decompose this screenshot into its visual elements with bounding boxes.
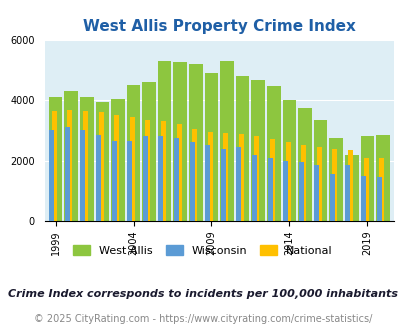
Bar bbox=[220, 148, 225, 221]
Bar bbox=[313, 165, 318, 221]
Bar bbox=[67, 110, 72, 221]
Bar bbox=[64, 91, 78, 221]
Bar bbox=[189, 143, 194, 221]
Bar bbox=[142, 82, 156, 221]
Bar bbox=[347, 150, 352, 221]
Bar bbox=[328, 138, 342, 221]
Bar bbox=[49, 130, 54, 221]
Bar bbox=[238, 134, 243, 221]
Bar bbox=[192, 129, 196, 221]
Bar bbox=[111, 141, 116, 221]
Bar bbox=[83, 111, 88, 221]
Bar bbox=[98, 112, 103, 221]
Bar bbox=[126, 85, 140, 221]
Bar bbox=[285, 143, 290, 221]
Legend: West Allis, Wisconsin, National: West Allis, Wisconsin, National bbox=[69, 241, 336, 260]
Bar bbox=[375, 135, 389, 221]
Bar bbox=[252, 154, 256, 221]
Bar bbox=[52, 111, 57, 221]
Text: © 2025 CityRating.com - https://www.cityrating.com/crime-statistics/: © 2025 CityRating.com - https://www.city… bbox=[34, 314, 371, 324]
Bar bbox=[176, 124, 181, 221]
Bar bbox=[378, 158, 383, 221]
Bar bbox=[189, 64, 202, 221]
Bar bbox=[80, 130, 85, 221]
Bar bbox=[360, 176, 365, 221]
Bar bbox=[145, 120, 150, 221]
Bar bbox=[207, 132, 212, 221]
Bar bbox=[345, 165, 350, 221]
Bar bbox=[235, 76, 249, 221]
Bar bbox=[298, 162, 303, 221]
Bar bbox=[205, 146, 210, 221]
Bar bbox=[173, 62, 187, 221]
Bar bbox=[204, 73, 218, 221]
Bar bbox=[329, 174, 334, 221]
Bar bbox=[158, 61, 171, 221]
Bar bbox=[316, 147, 321, 221]
Bar bbox=[251, 81, 264, 221]
Bar bbox=[95, 102, 109, 221]
Bar bbox=[96, 135, 101, 221]
Bar bbox=[65, 127, 70, 221]
Bar bbox=[362, 158, 368, 221]
Bar bbox=[236, 147, 241, 221]
Bar bbox=[266, 86, 280, 221]
Bar bbox=[143, 136, 147, 221]
Bar bbox=[49, 97, 62, 221]
Bar bbox=[160, 121, 166, 221]
Bar bbox=[220, 61, 233, 221]
Bar bbox=[376, 177, 381, 221]
Bar bbox=[282, 100, 295, 221]
Bar bbox=[127, 141, 132, 221]
Bar bbox=[297, 108, 311, 221]
Bar bbox=[301, 146, 305, 221]
Bar bbox=[313, 120, 326, 221]
Bar bbox=[267, 158, 272, 221]
Title: West Allis Property Crime Index: West Allis Property Crime Index bbox=[83, 19, 355, 34]
Bar bbox=[130, 117, 134, 221]
Bar bbox=[111, 99, 124, 221]
Bar bbox=[223, 133, 228, 221]
Bar bbox=[282, 161, 288, 221]
Bar bbox=[269, 139, 274, 221]
Bar bbox=[344, 154, 358, 221]
Bar bbox=[360, 136, 373, 221]
Bar bbox=[80, 97, 93, 221]
Bar bbox=[332, 148, 337, 221]
Text: Crime Index corresponds to incidents per 100,000 inhabitants: Crime Index corresponds to incidents per… bbox=[8, 289, 397, 299]
Bar bbox=[174, 138, 179, 221]
Bar bbox=[254, 136, 259, 221]
Bar bbox=[158, 136, 163, 221]
Bar bbox=[114, 115, 119, 221]
